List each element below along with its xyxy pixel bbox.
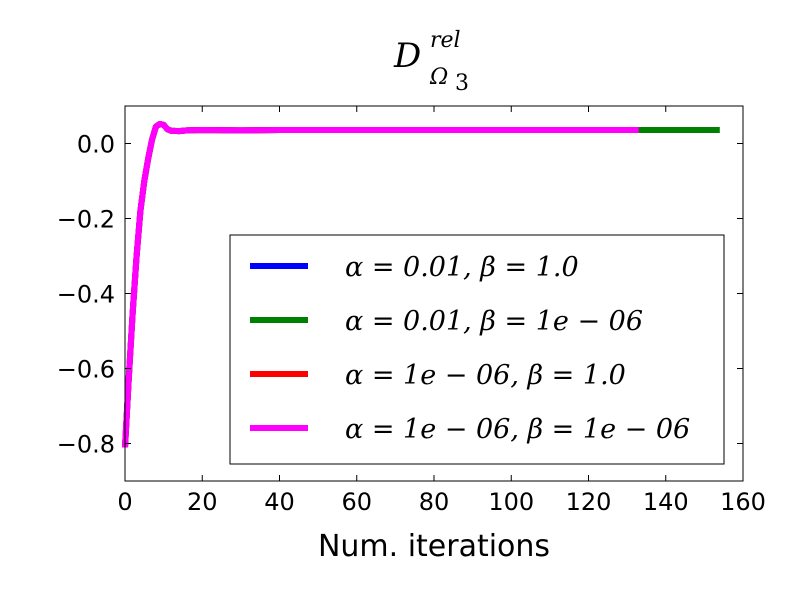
legend-box	[229, 234, 725, 465]
chart-title: D rel Ω 3	[393, 28, 469, 96]
y-tick-label: −0.8	[57, 431, 115, 459]
chart-title-subscript-base: Ω	[429, 65, 448, 90]
x-tick-label: 80	[419, 488, 450, 516]
legend: α = 0.01, β = 1.0 α = 0.01, β = 1e − 06 α …	[229, 234, 725, 465]
legend-label-4: α = 1e − 06, β = 1e − 06	[345, 414, 690, 445]
x-tick-label: 140	[643, 488, 689, 516]
series-layer	[122, 121, 720, 448]
y-axis-ticks: 0.0 −0.2 −0.4 −0.6 −0.8	[57, 131, 743, 459]
legend-label-1: α = 0.01, β = 1.0	[345, 252, 579, 283]
x-tick-label: 40	[264, 488, 295, 516]
x-tick-label: 160	[720, 488, 766, 516]
chart-title-subscript-index: 3	[455, 71, 469, 96]
legend-label-3: α = 1e − 06, β = 1.0	[345, 360, 626, 391]
y-tick-label: −0.2	[57, 206, 115, 234]
x-axis-label: Num. iterations	[318, 529, 550, 564]
x-axis-ticks: 0 20 40 60 80 100 120 140 160	[117, 106, 766, 516]
series-line-4	[122, 121, 639, 448]
x-tick-label: 100	[488, 488, 534, 516]
chart-title-superscript: rel	[430, 28, 461, 53]
x-tick-label: 120	[566, 488, 612, 516]
y-tick-label: −0.4	[57, 281, 115, 309]
y-tick-label: 0.0	[77, 131, 115, 159]
x-tick-label: 20	[187, 488, 218, 516]
chart-title-main: D	[393, 36, 421, 76]
x-tick-label: 0	[117, 488, 132, 516]
x-tick-label: 60	[341, 488, 372, 516]
y-tick-label: −0.6	[57, 356, 115, 384]
legend-label-2: α = 0.01, β = 1e − 06	[345, 306, 643, 337]
